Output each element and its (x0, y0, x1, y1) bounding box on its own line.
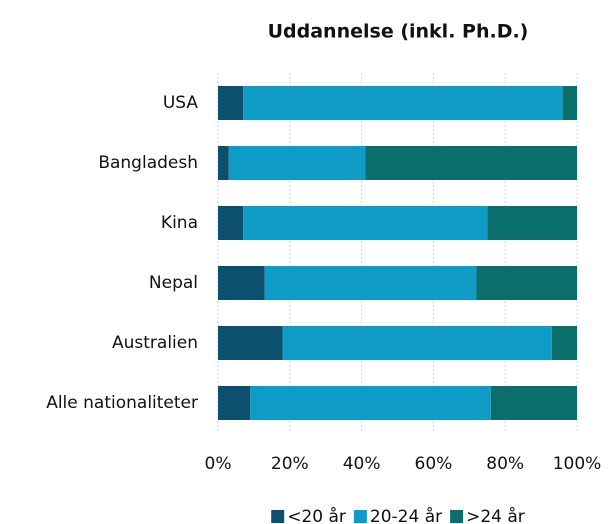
legend-swatch (353, 510, 367, 523)
y-tick-label: USA (163, 93, 199, 113)
legend-label: <20 år (287, 506, 346, 524)
bar-segment (218, 266, 265, 300)
y-tick-label: Kina (161, 213, 198, 233)
legend-swatch (271, 510, 285, 523)
bar-segment (551, 326, 577, 360)
bar-segment (243, 206, 488, 240)
x-tick-label: 60% (415, 454, 453, 474)
x-tick-label: 20% (271, 454, 309, 474)
legend-swatch (450, 510, 464, 523)
chart-title: Uddannelse (inkl. Ph.D.) (268, 21, 529, 43)
bar-segment (218, 326, 283, 360)
bar-segment (282, 326, 552, 360)
bar-segment (365, 146, 577, 180)
bar-segment (490, 386, 577, 420)
x-tick-label: 0% (205, 454, 232, 474)
legend-label: 20-24 år (370, 506, 442, 524)
bar-segment (487, 206, 577, 240)
y-tick-label: Australien (112, 333, 198, 353)
bar-segment (228, 146, 366, 180)
legend-label: >24 år (466, 506, 525, 524)
y-tick-label: Bangladesh (98, 153, 198, 173)
y-tick-label: Nepal (149, 273, 198, 293)
bar-segment (218, 386, 251, 420)
bar-segment (218, 86, 244, 120)
bar-segment (243, 86, 563, 120)
legend: <20 år 20-24 år >24 år (271, 506, 525, 524)
y-tick-label: Alle nationaliteter (46, 393, 198, 413)
bar-segment (218, 146, 229, 180)
bar-segment (250, 386, 491, 420)
bar-segment (562, 86, 577, 120)
x-tick-label: 100% (553, 454, 602, 474)
bar-segment (476, 266, 577, 300)
x-tick-label: 40% (343, 454, 381, 474)
bar-segment (218, 206, 244, 240)
x-tick-label: 80% (486, 454, 524, 474)
bar-segment (264, 266, 477, 300)
